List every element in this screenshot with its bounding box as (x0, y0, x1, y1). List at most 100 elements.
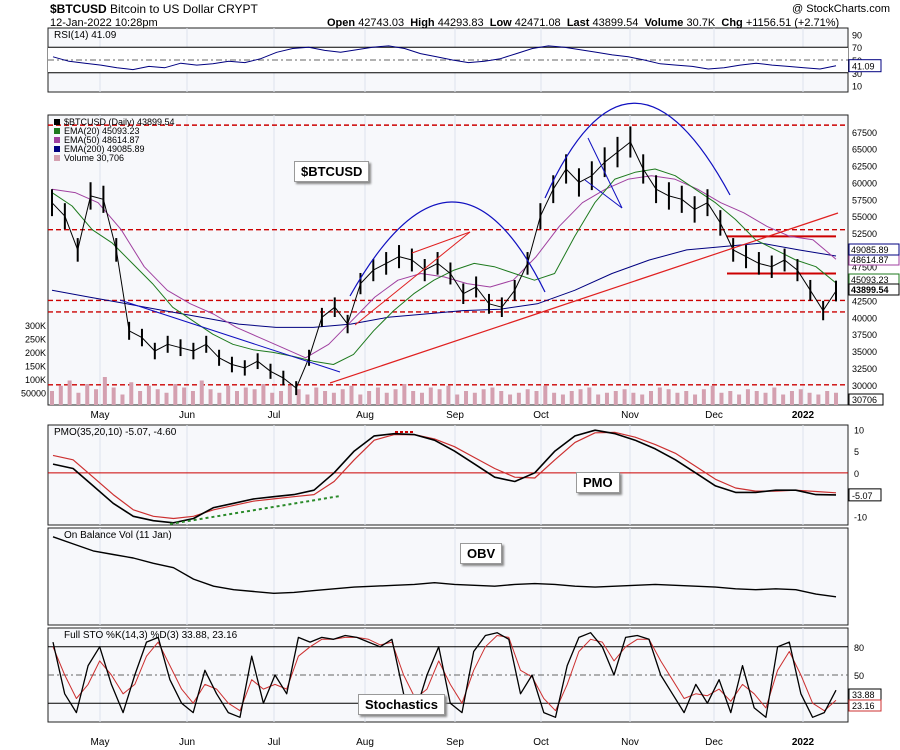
month-label: Jul (268, 410, 281, 421)
volume-bar (543, 385, 548, 405)
pmo-rising-bottoms-line (169, 495, 341, 525)
volume-bar (455, 394, 460, 405)
volume-bar (243, 387, 248, 405)
volume-bar (649, 391, 654, 405)
bottom-month-label: Nov (621, 737, 639, 748)
volume-bar (367, 391, 372, 405)
rounded-top-arc (544, 102, 731, 199)
volume-tick-label: 250K (25, 335, 46, 345)
low-label: Low (489, 17, 512, 29)
rsi-tick-label: 70 (852, 43, 862, 53)
volume-bar (384, 392, 389, 405)
price-last-label: 45093.23 (851, 275, 889, 285)
volume-bar (234, 391, 239, 405)
volume-bar (296, 389, 301, 405)
legend-swatch (54, 137, 60, 143)
volume-bar (781, 394, 786, 405)
volume-bar (640, 394, 645, 405)
volume-bar (604, 392, 609, 405)
month-label: Aug (356, 410, 374, 421)
chart-header-title: $BTCUSD Bitcoin to US Dollar CRYPT (50, 2, 258, 16)
price-tick-label: 30000 (852, 381, 877, 391)
rounded-top-arc (349, 201, 546, 297)
rsi-last-label: 41.09 (852, 62, 875, 72)
volume-bar (481, 389, 486, 405)
volume-bar (798, 389, 803, 405)
volume-last-box (848, 393, 884, 406)
price-panel-frame (47, 114, 849, 406)
price-tick-label: 40000 (852, 313, 877, 323)
volume-bar (155, 389, 160, 405)
volume-bar (666, 389, 671, 405)
volume-bar (270, 392, 275, 405)
rsi-tick-label: 30 (852, 69, 862, 79)
symbol: $BTCUSD (50, 2, 107, 16)
volume-bar (534, 391, 539, 405)
price-tick-label: 65000 (852, 145, 877, 155)
volume-tick-label: 100K (25, 375, 46, 385)
price-tick-label: 35000 (852, 347, 877, 357)
rsi-line (52, 45, 837, 71)
channel-trendline (411, 231, 471, 254)
price-last-label: 43899.54 (851, 285, 889, 295)
volume-bar (472, 392, 477, 405)
sto-panel-frame (47, 627, 849, 723)
volume-bar (340, 389, 345, 405)
pmo-tick-label: -10 (854, 512, 867, 522)
volume-bar (199, 380, 204, 405)
volume-bar (50, 391, 54, 405)
volume-bar (226, 385, 231, 405)
price-tick-label: 55000 (852, 212, 877, 222)
volume-bar (816, 394, 821, 405)
legend-swatch (54, 119, 60, 125)
volume-bar (807, 392, 812, 405)
volume-bar (375, 387, 380, 405)
last-label: Last (566, 17, 590, 29)
sto-d-last-label: 23.16 (852, 701, 875, 711)
volume-bar (94, 389, 99, 405)
volume-tick-label: 300K (25, 321, 46, 331)
volume-bar (331, 392, 336, 405)
volume-bar (587, 387, 592, 405)
sto-title: Full STO %K(14,3) %D(3) 33.88, 23.16 (64, 630, 238, 641)
price-last-label: 48614.87 (851, 255, 889, 265)
price-tick-label: 67500 (852, 128, 877, 138)
chg-value: +1156.51 (+2.71%) (745, 17, 840, 29)
month-label: May (91, 410, 110, 421)
month-label: 2022 (792, 410, 815, 421)
volume-label: Volume (644, 17, 684, 29)
volume-bar (719, 392, 724, 405)
price-tick-label: 37500 (852, 330, 877, 340)
volume-bar (710, 385, 715, 405)
volume-bar (164, 392, 169, 405)
month-label: Dec (705, 410, 723, 421)
volume-bar (305, 394, 310, 405)
volume-bar (402, 384, 407, 405)
volume-last-label: 30706 (852, 395, 877, 405)
volume-bar (120, 394, 125, 405)
volume-bar (190, 391, 195, 405)
volume-bar (728, 391, 733, 405)
bottom-month-label: Aug (356, 737, 374, 748)
pmo-line (52, 429, 837, 524)
symbol-annotation-box: $BTCUSD (294, 161, 370, 182)
volume-bar (834, 392, 838, 405)
volume-bar (102, 377, 107, 405)
volume-bar (825, 391, 830, 405)
pmo-title: PMO(35,20,10) -5.07, -4.60 (54, 427, 177, 438)
rsi-tick-label: 10 (852, 82, 862, 92)
bottom-month-label: Jun (179, 737, 195, 748)
pmo-tick-label: 10 (854, 425, 864, 435)
pmo-last-box (848, 488, 882, 502)
chg-label: Chg (721, 17, 743, 29)
sto-k-last-label: 33.88 (852, 690, 875, 700)
flag-line (584, 179, 623, 209)
price-legend-entry: EMA(200) 49085.89 (64, 144, 145, 154)
volume-bar (578, 389, 583, 405)
month-label: Nov (621, 410, 639, 421)
obv-annotation-box: OBV (460, 543, 503, 564)
price-last-label: 49085.89 (851, 245, 889, 255)
ema50-line (51, 175, 837, 359)
bottom-month-label: May (91, 737, 110, 748)
